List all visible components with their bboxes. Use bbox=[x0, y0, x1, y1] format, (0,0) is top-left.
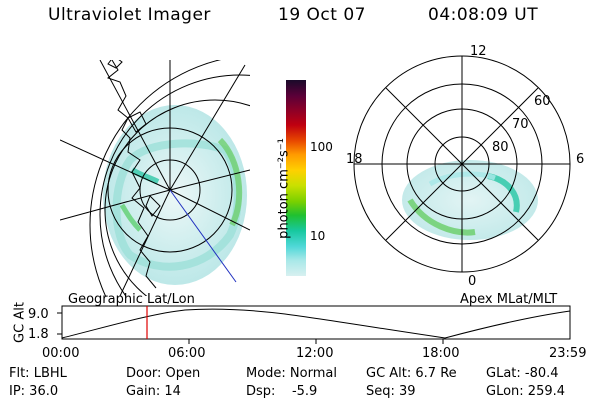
altitude-strip-frame bbox=[61, 305, 571, 340]
mlt-label-12: 12 bbox=[470, 44, 487, 59]
header-time: 04:08:09 UT bbox=[428, 5, 539, 25]
mlt-label-6: 6 bbox=[576, 152, 585, 167]
satellite-track bbox=[169, 189, 237, 283]
apex-panel-label: Apex MLat/MLT bbox=[460, 292, 558, 307]
info-ip: IP: 36.0 bbox=[9, 384, 59, 399]
geographic-image bbox=[60, 60, 250, 296]
aurora-arc bbox=[217, 137, 243, 227]
info-gain: Gain: 14 bbox=[126, 384, 181, 399]
info-glon: GLon: 259.4 bbox=[486, 384, 566, 399]
altitude-curve bbox=[61, 308, 571, 339]
header-date: 19 Oct 07 bbox=[278, 5, 366, 25]
time-tick-0000: 00:00 bbox=[42, 346, 80, 361]
colorbar bbox=[286, 80, 306, 276]
info-dsp: Dsp: -5.9 bbox=[246, 384, 318, 399]
info-glat: GLat: -80.4 bbox=[486, 366, 559, 381]
info-gc-alt: GC Alt: 6.7 Re bbox=[366, 366, 457, 381]
colorbar-tick-10: 10 bbox=[310, 229, 326, 243]
info-mode: Mode: Normal bbox=[246, 366, 337, 381]
time-tick-1800: 18:00 bbox=[422, 346, 460, 361]
mlat-label-80: 80 bbox=[492, 140, 509, 155]
mlat-label-60: 60 bbox=[534, 94, 551, 109]
time-tick-0600: 06:00 bbox=[168, 346, 206, 361]
geographic-panel-label: Geographic Lat/Lon bbox=[68, 292, 195, 307]
mlt-label-0: 0 bbox=[468, 274, 477, 289]
time-tick-2359: 23:59 bbox=[549, 346, 587, 361]
altitude-tick-min: 1.8 bbox=[28, 327, 49, 342]
mlat-label-70: 70 bbox=[512, 117, 529, 132]
info-filter: Flt: LBHL bbox=[9, 366, 67, 381]
info-door: Door: Open bbox=[126, 366, 201, 381]
time-tick-1200: 12:00 bbox=[296, 346, 334, 361]
colorbar-tick-100: 100 bbox=[310, 140, 333, 154]
mlt-label-18: 18 bbox=[346, 152, 363, 167]
info-seq: Seq: 39 bbox=[366, 384, 416, 399]
altitude-tick-max: 9.0 bbox=[28, 307, 49, 322]
coastline bbox=[106, 60, 157, 289]
app-title: Ultraviolet Imager bbox=[48, 5, 211, 25]
